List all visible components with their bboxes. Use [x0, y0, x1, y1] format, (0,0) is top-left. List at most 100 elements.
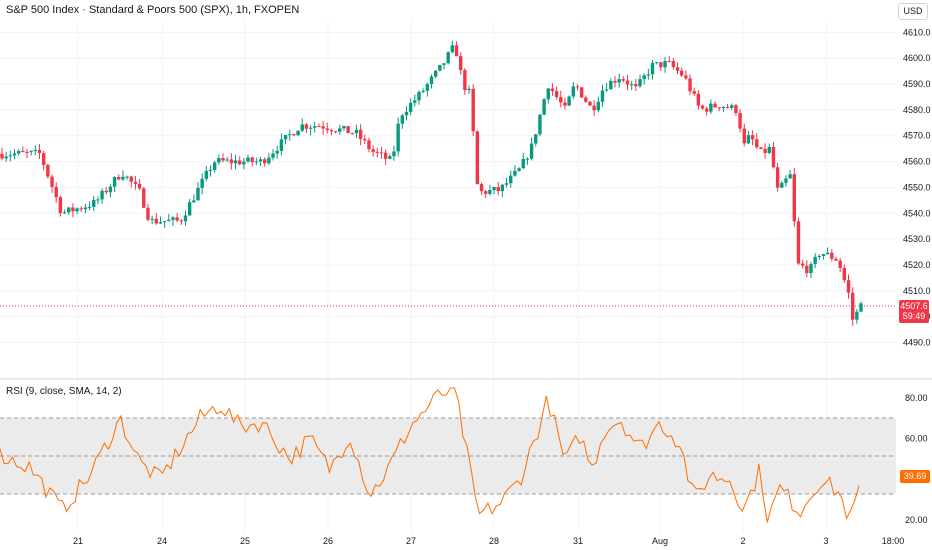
candle-body	[212, 162, 217, 170]
candle-body	[763, 148, 767, 153]
candle-body	[513, 170, 517, 176]
candle-body	[579, 87, 584, 98]
bar-countdown: 59:49	[902, 311, 926, 321]
candle-body	[367, 140, 371, 150]
candle-body	[529, 143, 534, 159]
candle-body	[680, 70, 684, 76]
rsi-line	[0, 387, 860, 523]
last-price-badge: 4507.6 59:49	[899, 300, 929, 323]
price-tick-label: 4580.0	[903, 105, 931, 115]
price-tick-label: 4570.0	[903, 131, 931, 141]
candle-body	[450, 45, 455, 53]
candle-body	[459, 56, 463, 71]
candle-body	[242, 161, 246, 165]
candle-body	[279, 139, 284, 151]
candle-body	[50, 176, 54, 187]
candle-body	[263, 159, 267, 164]
candle-body	[850, 292, 855, 320]
candle-body	[730, 105, 734, 108]
candle-body	[588, 101, 592, 106]
candle-body	[233, 160, 238, 164]
candle-body	[258, 159, 263, 162]
rsi-tick-label: 60.00	[905, 434, 928, 444]
candle-body	[46, 164, 50, 177]
candle-body	[488, 190, 492, 194]
candle-body	[805, 265, 809, 274]
candle-body	[504, 183, 509, 185]
candle-body	[717, 107, 721, 109]
candle-body	[542, 99, 546, 115]
candle-body	[609, 80, 613, 90]
candle-body	[621, 79, 626, 81]
candle-body	[800, 263, 805, 266]
candle-body	[538, 114, 542, 135]
candle-body	[546, 88, 550, 100]
candle-body	[208, 169, 213, 171]
candle-body	[825, 252, 830, 255]
candle-body	[755, 139, 759, 148]
candle-body	[329, 130, 334, 132]
candle-body	[200, 178, 204, 188]
time-tick-label: 2	[740, 536, 745, 546]
candle-body	[204, 170, 209, 179]
candle-body	[296, 130, 300, 136]
candle-body	[613, 80, 617, 83]
candle-body	[129, 176, 133, 182]
candle-body	[734, 105, 738, 113]
candle-body	[175, 217, 179, 221]
candle-body	[834, 258, 838, 261]
candle-body	[108, 186, 113, 193]
candle-body	[784, 178, 788, 183]
candle-body	[354, 129, 359, 134]
candle-body	[71, 207, 75, 212]
candle-body	[87, 207, 92, 209]
candle-body	[780, 182, 784, 188]
candle-body	[713, 103, 717, 108]
candle-body	[154, 218, 158, 224]
candle-body	[67, 207, 71, 213]
candle-body	[575, 86, 580, 88]
price-tick-label: 4520.0	[903, 260, 931, 270]
candle-body	[846, 280, 851, 293]
candle-body	[438, 64, 442, 71]
candle-body	[821, 254, 826, 256]
candle-body	[484, 191, 488, 194]
candle-body	[75, 208, 79, 212]
candle-body	[671, 61, 676, 68]
candle-body	[838, 260, 842, 268]
price-tick-label: 4600.0	[903, 53, 931, 63]
candle-body	[325, 128, 329, 131]
candle-body	[721, 106, 726, 109]
candle-body	[629, 84, 634, 86]
candle-body	[16, 150, 21, 154]
candle-body	[408, 102, 413, 112]
candle-body	[600, 90, 605, 102]
candle-body	[221, 158, 225, 161]
candle-body	[517, 168, 521, 171]
candle-body	[617, 79, 621, 83]
candle-body	[792, 174, 796, 222]
time-tick-label: 31	[573, 536, 583, 546]
candle-body	[375, 151, 379, 153]
candle-body	[21, 150, 25, 152]
candle-body	[496, 187, 500, 192]
candle-body	[767, 146, 771, 153]
time-tick-label: 3	[823, 536, 828, 546]
candle-body	[267, 157, 271, 164]
rsi-value-badge: 39.69	[900, 470, 930, 483]
candle-body	[425, 84, 430, 91]
candle-body	[675, 67, 680, 71]
candle-body	[667, 61, 671, 63]
candle-body	[433, 70, 438, 77]
candle-body	[333, 131, 338, 133]
rsi-axis: 80.00 60.00 20.00	[905, 393, 928, 525]
candle-body	[33, 149, 38, 152]
candle-body	[383, 152, 388, 159]
currency-button[interactable]: USD	[898, 3, 928, 20]
candle-body	[396, 123, 400, 152]
candle-body	[725, 106, 730, 108]
candle-body	[379, 152, 384, 154]
candle-body	[79, 208, 83, 210]
candle-body	[855, 311, 859, 320]
